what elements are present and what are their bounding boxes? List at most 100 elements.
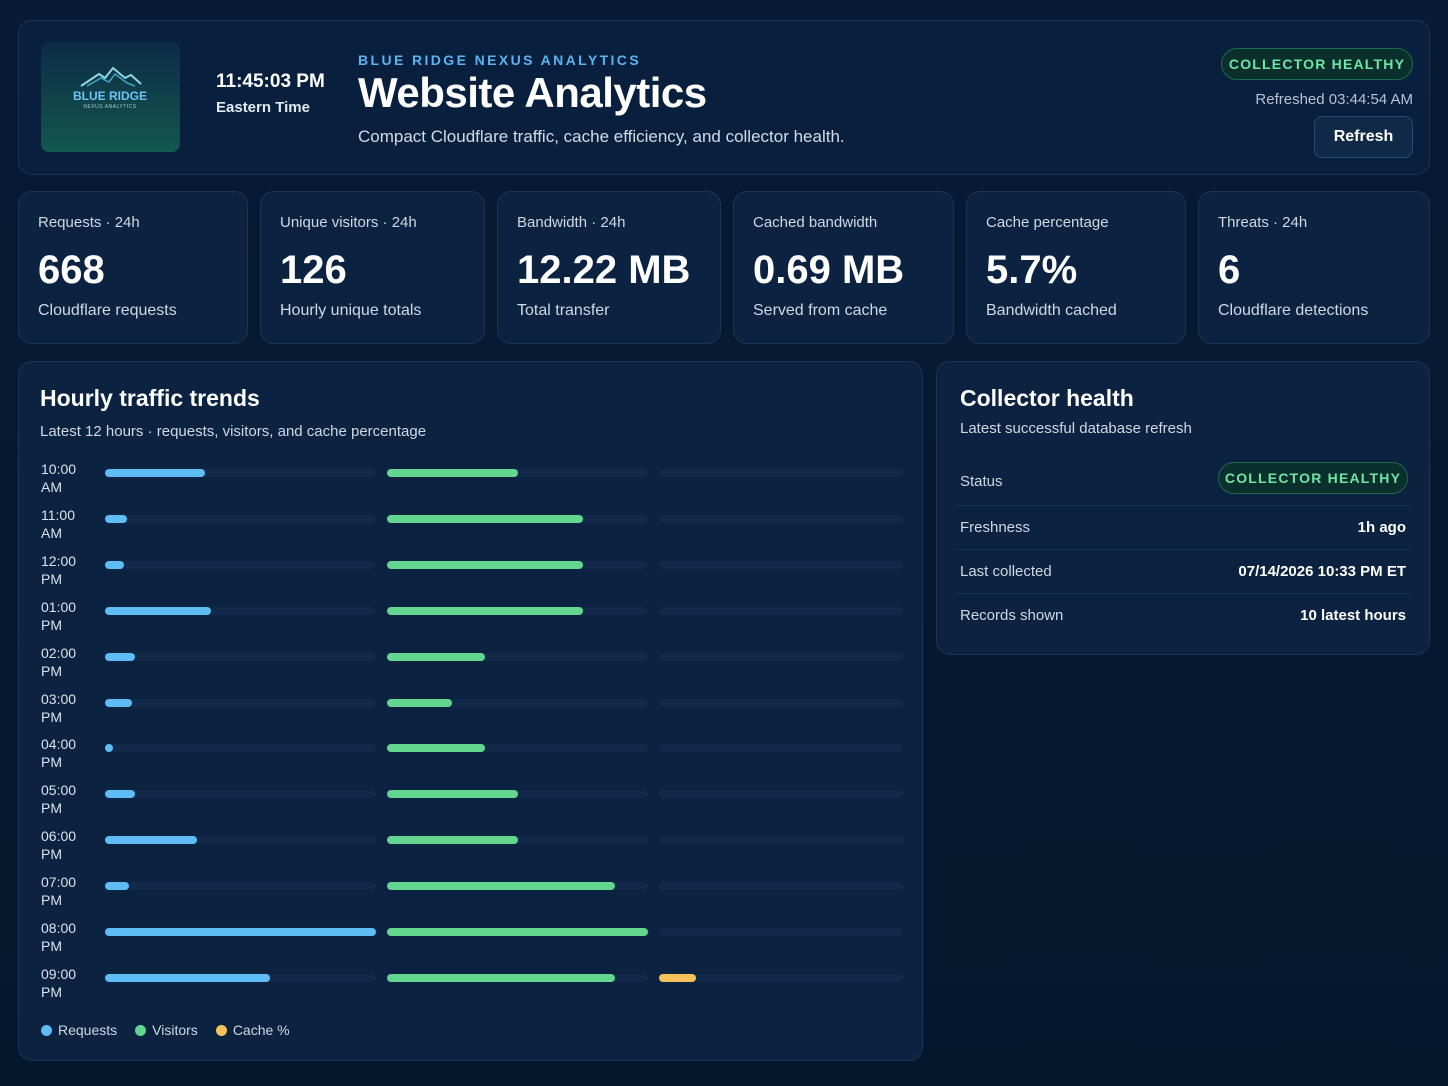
requests-bar xyxy=(105,882,130,891)
trend-row-hour-ampm: PM xyxy=(41,892,62,909)
legend-item-cache: Cache % xyxy=(215,1022,290,1038)
trend-row-hour-ampm: PM xyxy=(41,662,62,679)
trend-row-hour-time: 12:00 xyxy=(41,552,77,569)
cache-track xyxy=(659,790,903,799)
visitors-track xyxy=(387,836,648,845)
trend-row: 10:00 AM xyxy=(41,460,905,500)
brand-logo: BLUE RIDGE NEXUS ANALYTICS xyxy=(41,42,180,152)
cache-track xyxy=(659,606,903,615)
trend-row-hour-ampm: AM xyxy=(41,479,62,495)
requests-bar xyxy=(105,836,198,845)
stat-label: Bandwidth · 24h xyxy=(517,214,626,231)
legend-item-visitors: Visitors xyxy=(135,1022,198,1038)
visitors-track xyxy=(387,514,648,523)
last-collected-label: Last collected xyxy=(960,563,1052,580)
requests-bar xyxy=(105,606,211,615)
visitors-bar xyxy=(387,469,518,477)
status-label: Status xyxy=(960,473,1003,490)
requests-bar xyxy=(105,698,133,707)
trend-row-hour: 05:00 PM xyxy=(41,781,101,817)
stat-card-cached-bandwidth: Cached bandwidth 0.69 MB Served from cac… xyxy=(733,191,954,344)
trend-row-hour: 03:00 PM xyxy=(41,690,101,726)
visitors-bar xyxy=(387,973,616,982)
stat-value: 12.22 MB xyxy=(517,248,691,292)
requests-bar xyxy=(105,469,206,477)
trend-row: 11:00 AM xyxy=(41,506,905,546)
trend-row: 08:00 PM xyxy=(41,919,905,959)
collector-health-panel: Collector health Latest successful datab… xyxy=(936,361,1430,655)
cache-track xyxy=(659,973,903,982)
refreshed-timestamp: Refreshed 03:44:54 AM xyxy=(1255,91,1413,108)
trend-row-hour: 06:00 PM xyxy=(41,827,101,863)
trend-row-hour-ampm: PM xyxy=(41,708,62,725)
trend-row-hour: 07:00 PM xyxy=(41,873,101,909)
legend-item-requests: Requests xyxy=(41,1022,117,1038)
last-collected-value: 07/14/2026 10:33 PM ET xyxy=(1238,563,1406,580)
records-value: 10 latest hours xyxy=(1300,607,1406,624)
trend-row-hour-ampm: PM xyxy=(41,616,62,633)
requests-dot-icon xyxy=(41,1024,52,1036)
records-label: Records shown xyxy=(960,607,1064,624)
trend-row-hour-ampm: PM xyxy=(41,846,62,863)
requests-bar xyxy=(105,560,124,569)
stat-card-requests: Requests · 24h 668 Cloudflare requests xyxy=(18,191,248,344)
visitors-track xyxy=(387,698,648,707)
trend-row-hour-time: 02:00 xyxy=(41,644,77,661)
trend-row-hour-time: 04:00 xyxy=(41,736,77,753)
visitors-track xyxy=(387,560,648,569)
trend-row-hour-ampm: PM xyxy=(41,570,62,587)
trend-row-hour-ampm: PM xyxy=(41,800,62,817)
requests-track xyxy=(105,836,376,845)
requests-track xyxy=(105,973,376,982)
trends-title: Hourly traffic trends xyxy=(40,385,260,411)
visitors-track xyxy=(387,652,648,661)
visitors-track xyxy=(387,882,648,891)
trend-row-hour: 09:00 PM xyxy=(41,965,101,1001)
visitors-bar xyxy=(387,882,616,891)
trend-row-hour: 02:00 PM xyxy=(41,644,101,680)
trend-row-hour-ampm: PM xyxy=(41,754,62,771)
visitors-track xyxy=(387,744,648,753)
requests-track xyxy=(105,698,376,707)
visitors-bar xyxy=(387,836,518,845)
page-subtitle: Compact Cloudflare traffic, cache effici… xyxy=(358,127,845,146)
cache-bar xyxy=(659,973,696,982)
cache-track xyxy=(659,698,903,707)
trend-row-hour: 04:00 PM xyxy=(41,735,101,771)
trend-row-hour-time: 11:00 xyxy=(41,506,75,523)
stat-caption: Cloudflare detections xyxy=(1218,302,1369,319)
stat-label: Requests · 24h xyxy=(38,214,140,231)
cache-track xyxy=(659,882,903,891)
cache-track xyxy=(659,836,903,845)
stat-label: Cached bandwidth xyxy=(753,214,878,231)
trend-row-hour: 08:00 PM xyxy=(41,919,101,955)
trend-row-hour-ampm: PM xyxy=(41,983,62,1000)
refresh-button[interactable]: Refresh xyxy=(1314,116,1413,158)
requests-track xyxy=(105,928,376,936)
visitors-track xyxy=(387,606,648,615)
clock-timezone: Eastern Time xyxy=(216,99,310,116)
trend-row: 07:00 PM xyxy=(41,873,905,913)
requests-bar xyxy=(105,928,376,936)
visitors-bar xyxy=(387,514,583,523)
requests-track xyxy=(105,790,376,799)
trend-row: 09:00 PM xyxy=(41,965,905,1005)
visitors-track xyxy=(387,973,648,982)
hourly-trends-panel: Hourly traffic trends Latest 12 hours · … xyxy=(18,361,923,1061)
cache-track xyxy=(659,469,903,477)
cache-track xyxy=(659,928,903,936)
logo-wordmark: BLUE RIDGE xyxy=(73,89,147,103)
requests-bar xyxy=(105,744,114,753)
collector-status-row: Status COLLECTOR HEALTHY xyxy=(956,458,1410,506)
legend-label: Visitors xyxy=(152,1022,198,1038)
stat-value: 5.7% xyxy=(986,248,1078,292)
requests-bar xyxy=(105,652,135,661)
requests-track xyxy=(105,882,376,891)
collector-freshness-row: Freshness 1h ago xyxy=(956,506,1410,550)
requests-bar xyxy=(105,514,127,523)
requests-track xyxy=(105,469,376,477)
trend-row-hour-time: 05:00 xyxy=(41,782,77,799)
collector-status-badge: COLLECTOR HEALTHY xyxy=(1221,48,1413,80)
stat-value: 126 xyxy=(280,248,347,292)
stat-caption: Served from cache xyxy=(753,302,888,319)
